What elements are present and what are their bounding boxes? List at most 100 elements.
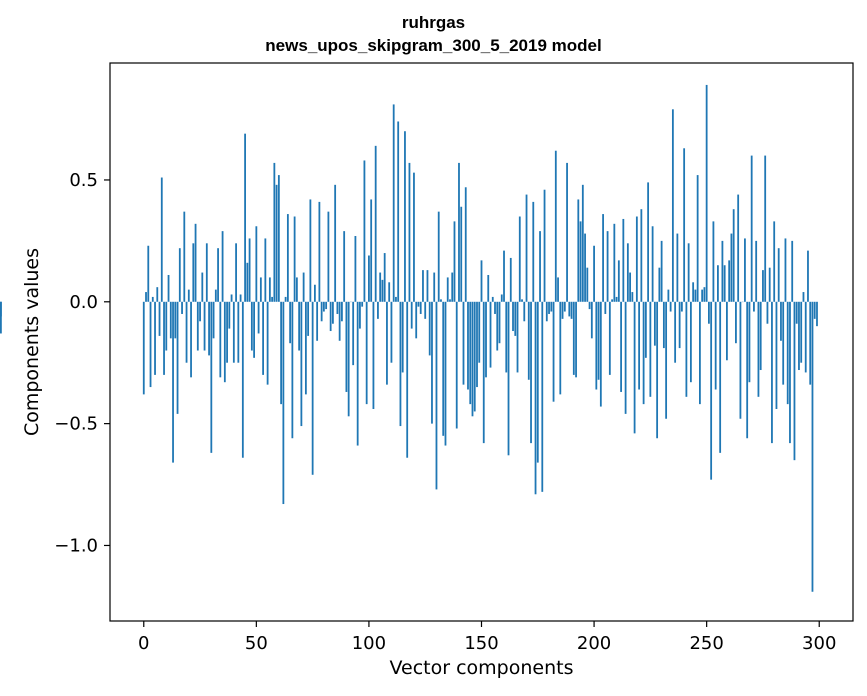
x-tick-label: 50 — [245, 633, 268, 654]
bar — [791, 240, 794, 302]
bar — [277, 175, 280, 302]
bar — [178, 248, 181, 302]
x-tick-label: 0 — [138, 633, 149, 654]
bar — [750, 155, 753, 302]
bar — [232, 301, 235, 363]
bar — [392, 104, 395, 302]
bar — [462, 301, 465, 385]
bar — [417, 301, 420, 307]
bar — [552, 301, 555, 402]
chart-title: ruhrgas — [401, 13, 466, 32]
bar — [174, 301, 177, 339]
bar — [480, 260, 483, 302]
bar — [674, 301, 677, 363]
bar — [764, 155, 767, 302]
bar — [316, 301, 319, 341]
y-axis-ticks: 0.5 0.0 −0.5 −1.0 — [54, 170, 110, 556]
bar — [356, 301, 359, 446]
bar — [575, 301, 577, 378]
y-axis-label: Components values — [21, 247, 43, 437]
bar — [485, 301, 487, 378]
bar — [653, 301, 656, 346]
bar — [498, 301, 501, 344]
bar — [775, 301, 778, 409]
bar — [458, 162, 460, 302]
bar — [313, 284, 316, 302]
bar — [577, 199, 580, 302]
bar — [286, 214, 289, 302]
bar — [539, 231, 541, 302]
bar — [208, 301, 210, 356]
bar — [656, 301, 659, 439]
bar — [165, 301, 168, 351]
x-tick-label: 300 — [802, 633, 836, 654]
bar — [683, 148, 686, 302]
bar — [241, 301, 244, 458]
bar — [181, 301, 183, 314]
bar — [187, 289, 190, 302]
bar — [201, 272, 204, 302]
bar — [291, 301, 294, 439]
bar — [710, 301, 713, 480]
bar — [548, 301, 550, 314]
bar — [689, 301, 692, 383]
bar — [559, 301, 562, 395]
bar — [489, 301, 492, 368]
bar — [408, 162, 411, 302]
bar — [755, 240, 758, 302]
bar — [363, 160, 366, 302]
bar — [708, 301, 710, 324]
bar — [604, 301, 607, 314]
bar — [311, 301, 314, 475]
x-tick-label: 150 — [464, 633, 498, 654]
bar — [406, 301, 409, 458]
bar — [809, 301, 812, 385]
bar — [494, 301, 496, 314]
bar — [685, 301, 688, 397]
bar — [397, 121, 400, 302]
bar — [158, 301, 161, 336]
bar — [737, 194, 740, 302]
bars-group — [0, 84, 818, 592]
bar — [275, 184, 278, 302]
bar — [226, 301, 228, 363]
bar — [545, 301, 548, 322]
bar — [262, 301, 264, 375]
bar — [595, 301, 598, 390]
bar — [334, 184, 337, 302]
bar — [678, 301, 681, 349]
bar — [699, 301, 701, 405]
bar — [424, 301, 427, 319]
bar — [154, 301, 156, 375]
bar — [190, 301, 192, 378]
bar — [410, 301, 413, 329]
bar — [194, 223, 197, 302]
bar — [271, 296, 274, 302]
bar — [401, 301, 404, 373]
bar — [298, 301, 301, 351]
bar — [599, 301, 602, 407]
bar — [214, 289, 217, 302]
bar — [250, 301, 253, 351]
bar — [712, 221, 715, 302]
bar — [732, 209, 735, 302]
bar — [570, 301, 573, 319]
bar — [658, 267, 661, 302]
bar — [322, 301, 325, 312]
bar — [626, 243, 629, 302]
bar — [318, 201, 321, 302]
bar — [223, 301, 226, 383]
bar — [354, 236, 357, 302]
bar — [419, 301, 422, 314]
bar — [721, 240, 724, 302]
bar — [147, 245, 150, 302]
bar — [705, 84, 708, 302]
bar — [176, 301, 179, 414]
bar — [615, 296, 618, 302]
bar — [467, 301, 469, 390]
bar — [608, 301, 611, 375]
bar — [199, 301, 201, 322]
bar — [377, 301, 379, 319]
bar — [701, 289, 704, 302]
